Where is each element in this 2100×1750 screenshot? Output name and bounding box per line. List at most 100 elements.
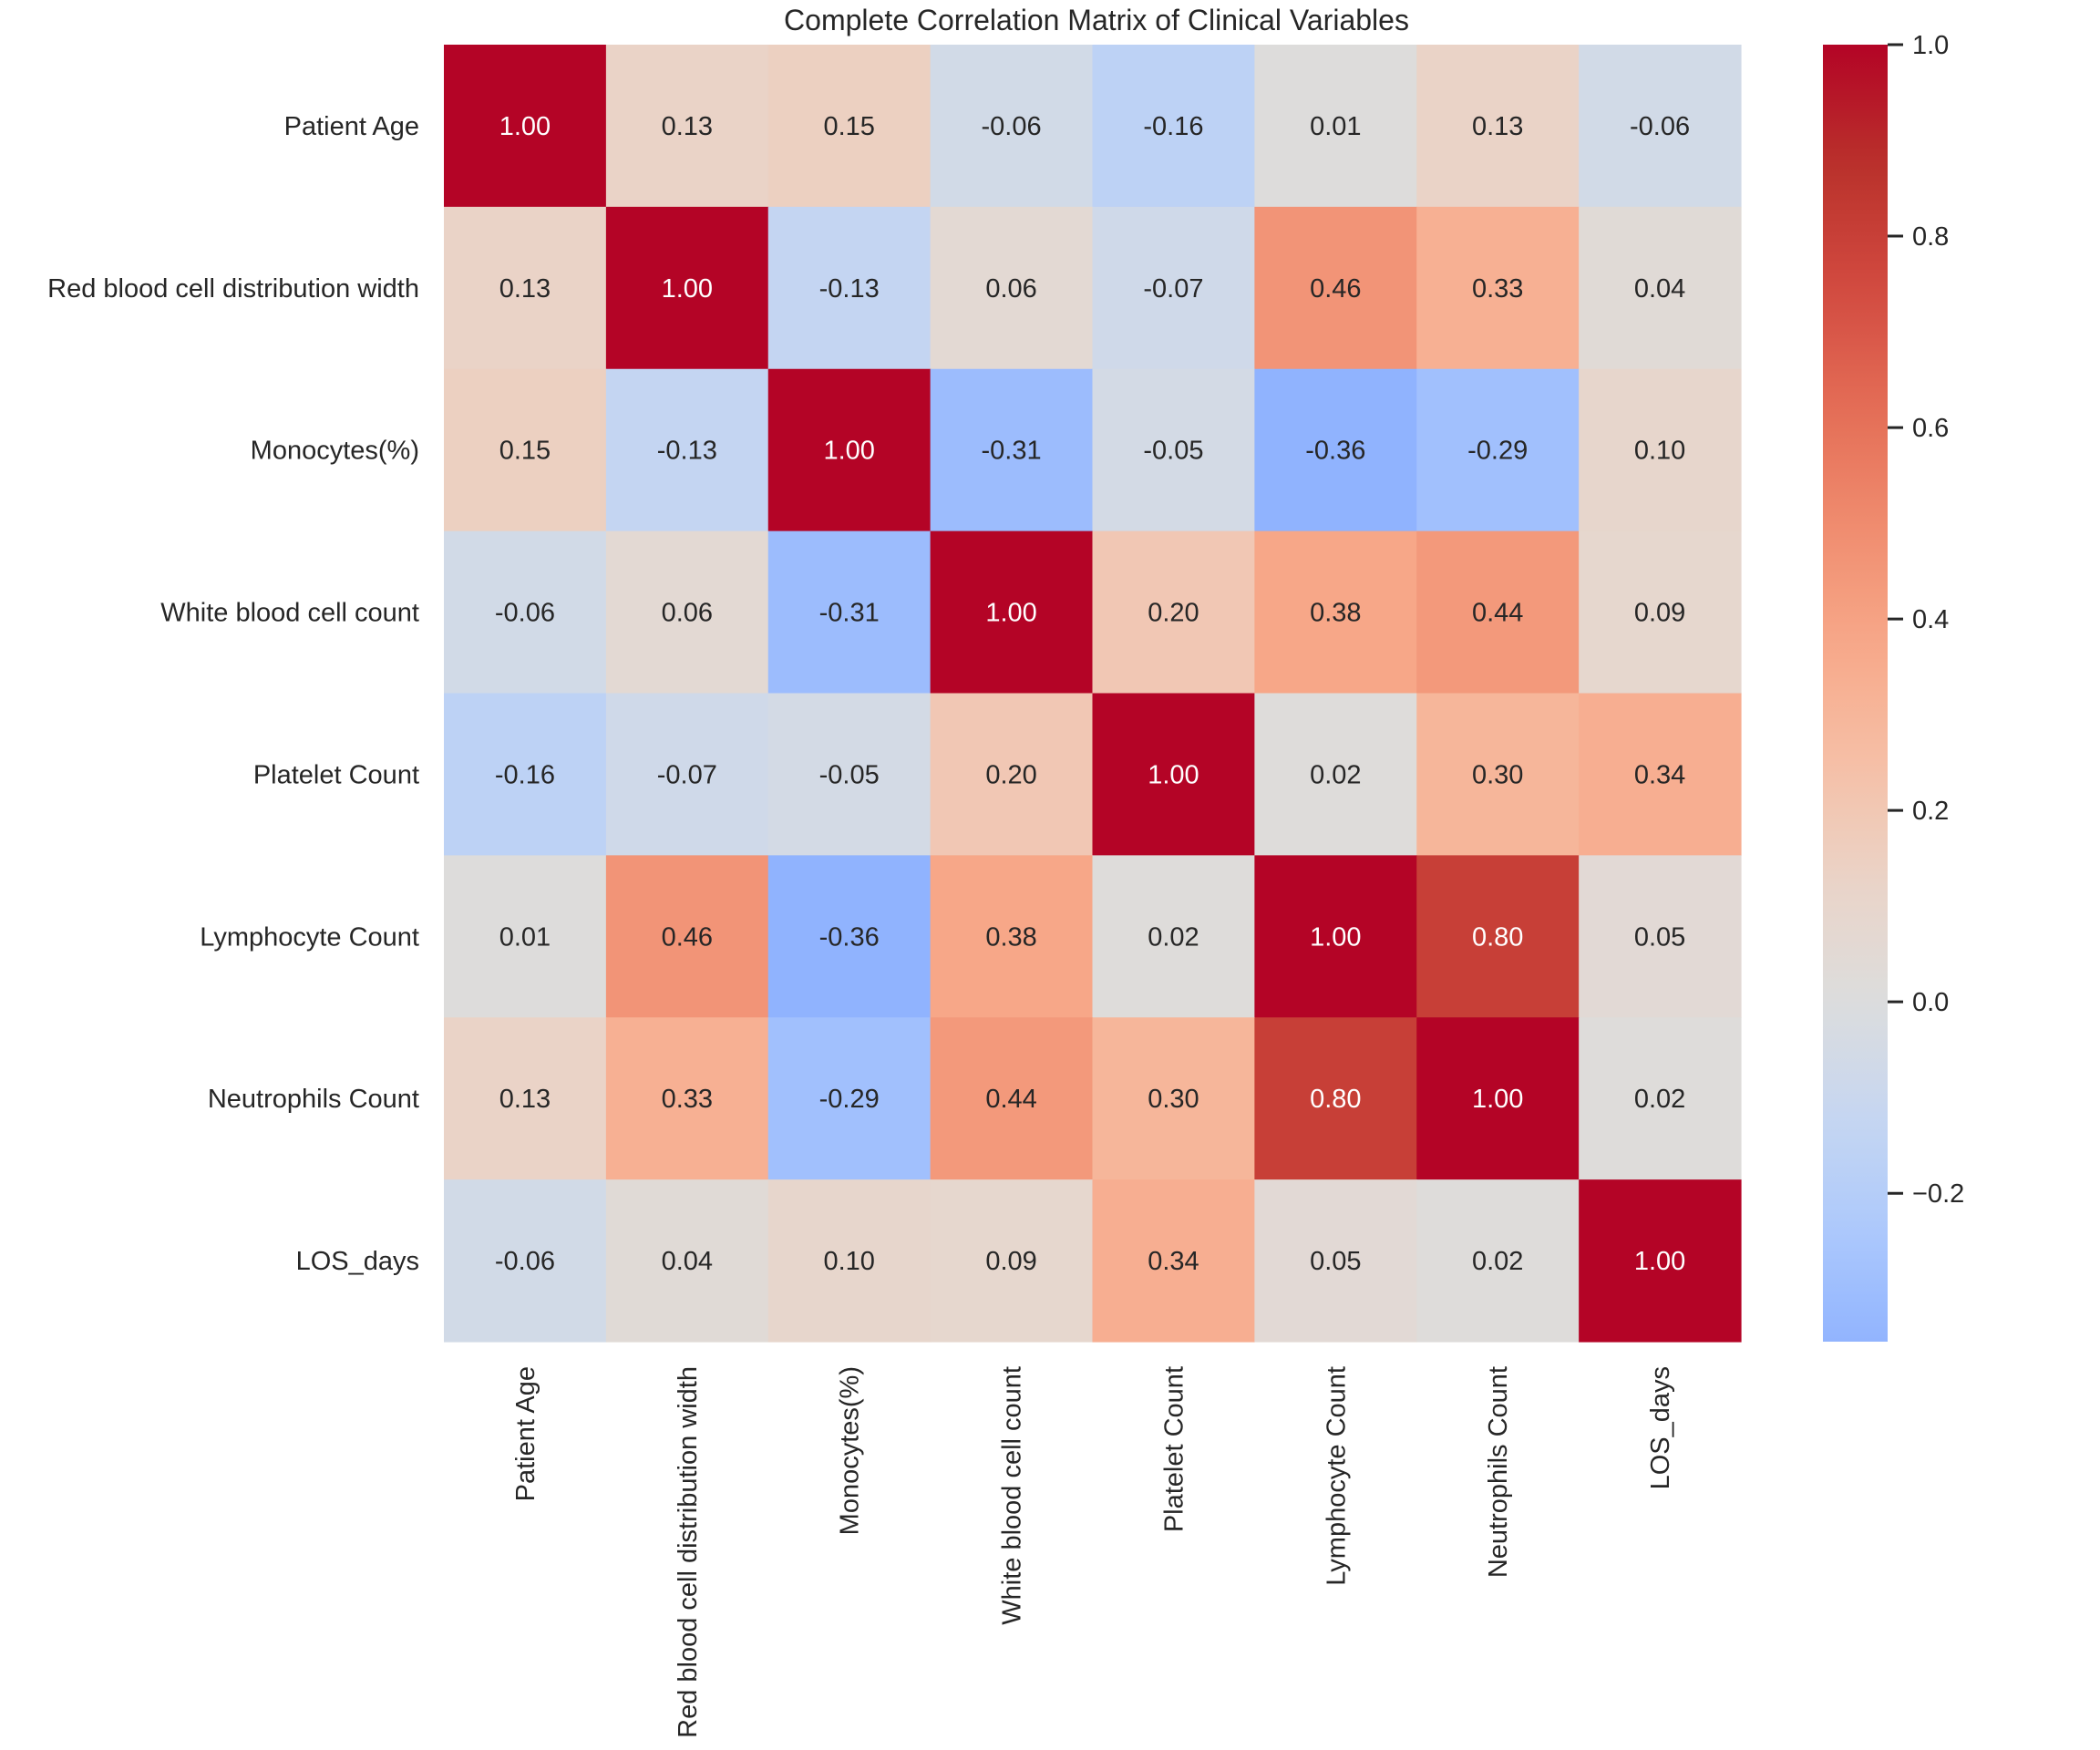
cell-annotation: 1.00 bbox=[662, 274, 713, 304]
cell-annotation: 0.06 bbox=[662, 599, 713, 628]
cell-annotation: 0.02 bbox=[1634, 1085, 1685, 1114]
heatmap-cell bbox=[1254, 1017, 1417, 1180]
x-tick-label: Monocytes(%) bbox=[836, 1366, 865, 1535]
y-tick-label: LOS_days bbox=[296, 1247, 419, 1276]
cell-annotation: 0.09 bbox=[985, 1247, 1036, 1276]
cell-annotation: 0.02 bbox=[1148, 922, 1199, 952]
cell-annotation: -0.13 bbox=[657, 437, 717, 466]
heatmap-cell bbox=[1254, 1179, 1417, 1343]
cell-annotation: -0.06 bbox=[982, 112, 1042, 141]
cell-annotation: 1.00 bbox=[1310, 922, 1361, 952]
heatmap-cell bbox=[1416, 530, 1580, 695]
cell-annotation: 1.00 bbox=[1472, 1085, 1523, 1114]
heatmap-cell bbox=[1416, 206, 1580, 370]
cell-annotation: 0.20 bbox=[1148, 599, 1199, 628]
cell-annotation: 0.13 bbox=[1472, 112, 1523, 141]
heatmap-cell bbox=[444, 368, 607, 532]
heatmap-cell bbox=[1416, 693, 1580, 856]
cell-annotation: 0.10 bbox=[823, 1247, 874, 1276]
x-tick-label: Neutrophils Count bbox=[1484, 1366, 1513, 1578]
cell-annotation: -0.31 bbox=[819, 599, 880, 628]
cell-annotation: 0.34 bbox=[1634, 760, 1685, 789]
cell-annotation: 0.15 bbox=[823, 112, 874, 141]
colorbar bbox=[1823, 45, 1888, 1342]
cell-annotation: -0.29 bbox=[1467, 437, 1528, 466]
heatmap-cell bbox=[930, 1017, 1094, 1180]
cell-annotation: 0.33 bbox=[1472, 274, 1523, 304]
cell-annotation: 0.02 bbox=[1310, 760, 1361, 789]
cell-annotation: 0.80 bbox=[1472, 922, 1523, 952]
heatmap-cell bbox=[1092, 530, 1255, 695]
x-axis-tick-labels: Patient Age Red blood cell distribution w… bbox=[511, 1366, 1675, 1738]
heatmap-cell bbox=[930, 855, 1094, 1018]
cell-annotation: -0.07 bbox=[657, 760, 717, 789]
heatmap-cell bbox=[605, 693, 769, 856]
heatmap-cell bbox=[1579, 45, 1742, 208]
cell-annotation: 0.05 bbox=[1310, 1247, 1361, 1276]
cell-annotation: -0.13 bbox=[819, 274, 880, 304]
cell-annotation: 0.06 bbox=[985, 274, 1036, 304]
colorbar-tick-label: 0.0 bbox=[1912, 988, 1949, 1017]
cell-annotation: -0.29 bbox=[819, 1085, 880, 1114]
cell-annotation: 1.00 bbox=[1634, 1247, 1685, 1276]
cell-annotation: 0.34 bbox=[1148, 1247, 1199, 1276]
heatmap-cell bbox=[1579, 530, 1742, 695]
heatmap-cell bbox=[767, 45, 932, 208]
heatmap-cell bbox=[767, 530, 932, 695]
y-tick-label: Red blood cell distribution width bbox=[47, 274, 419, 304]
cell-annotation: 0.44 bbox=[1472, 599, 1523, 628]
cell-annotation: 0.04 bbox=[662, 1247, 713, 1276]
cell-annotation: 0.01 bbox=[1310, 112, 1361, 141]
cell-annotation: 0.33 bbox=[662, 1085, 713, 1114]
cell-annotation: 0.02 bbox=[1472, 1247, 1523, 1276]
cell-annotation: 0.30 bbox=[1472, 760, 1523, 789]
cell-annotation: 0.13 bbox=[662, 112, 713, 141]
heatmap-cell bbox=[930, 530, 1094, 695]
heatmap-cell bbox=[767, 693, 932, 856]
y-tick-label: Platelet Count bbox=[253, 760, 419, 789]
heatmap-cell bbox=[1579, 1179, 1742, 1343]
cell-annotation: 0.46 bbox=[1310, 274, 1361, 304]
colorbar-tick-label: 0.8 bbox=[1912, 222, 1949, 252]
heatmap-cell bbox=[1579, 1017, 1742, 1180]
chart-title: Complete Correlation Matrix of Clinical … bbox=[784, 4, 1409, 36]
heatmap-cell bbox=[1254, 693, 1417, 856]
heatmap-cell bbox=[1254, 206, 1417, 370]
heatmap-cell bbox=[444, 530, 607, 695]
heatmap-cells bbox=[444, 45, 1742, 1343]
heatmap-cell bbox=[1416, 45, 1580, 208]
x-tick-label: LOS_days bbox=[1646, 1366, 1675, 1489]
y-tick-label: Neutrophils Count bbox=[208, 1085, 419, 1114]
colorbar-tick-label: 1.0 bbox=[1912, 31, 1949, 60]
cell-annotation: 0.15 bbox=[499, 437, 551, 466]
heatmap-cell bbox=[1579, 206, 1742, 370]
cell-annotation: 0.80 bbox=[1310, 1085, 1361, 1114]
x-tick-label: Patient Age bbox=[511, 1366, 540, 1501]
heatmap-cell bbox=[1254, 45, 1417, 208]
heatmap-cell bbox=[930, 45, 1094, 208]
heatmap-cell bbox=[1579, 855, 1742, 1018]
colorbar-ticks: 1.0 0.8 0.6 0.4 0.2 0.0 −0.2 bbox=[1888, 31, 1964, 1209]
heatmap-cell bbox=[930, 693, 1094, 856]
cell-annotation: 0.20 bbox=[985, 760, 1036, 789]
heatmap-cell bbox=[1092, 1017, 1255, 1180]
cell-annotation: -0.06 bbox=[495, 1247, 555, 1276]
heatmap-cell bbox=[605, 206, 769, 370]
heatmap-cell bbox=[605, 855, 769, 1018]
cell-annotation: 0.13 bbox=[499, 274, 551, 304]
heatmap-cell bbox=[1579, 693, 1742, 856]
cell-annotation: 0.46 bbox=[662, 922, 713, 952]
cell-annotation: 0.13 bbox=[499, 1085, 551, 1114]
cell-annotation: -0.05 bbox=[1143, 437, 1203, 466]
cell-annotation: 1.00 bbox=[823, 437, 874, 466]
cell-annotation: 0.44 bbox=[985, 1085, 1036, 1114]
colorbar-tick-label: 0.6 bbox=[1912, 414, 1949, 443]
cell-annotation: -0.31 bbox=[982, 437, 1042, 466]
heatmap-cell bbox=[605, 1017, 769, 1180]
heatmap-cell bbox=[767, 855, 932, 1018]
cell-annotation: -0.07 bbox=[1143, 274, 1203, 304]
heatmap-cell bbox=[1579, 368, 1742, 532]
cell-annotation: 1.00 bbox=[985, 599, 1036, 628]
heatmap-cell bbox=[444, 45, 607, 208]
